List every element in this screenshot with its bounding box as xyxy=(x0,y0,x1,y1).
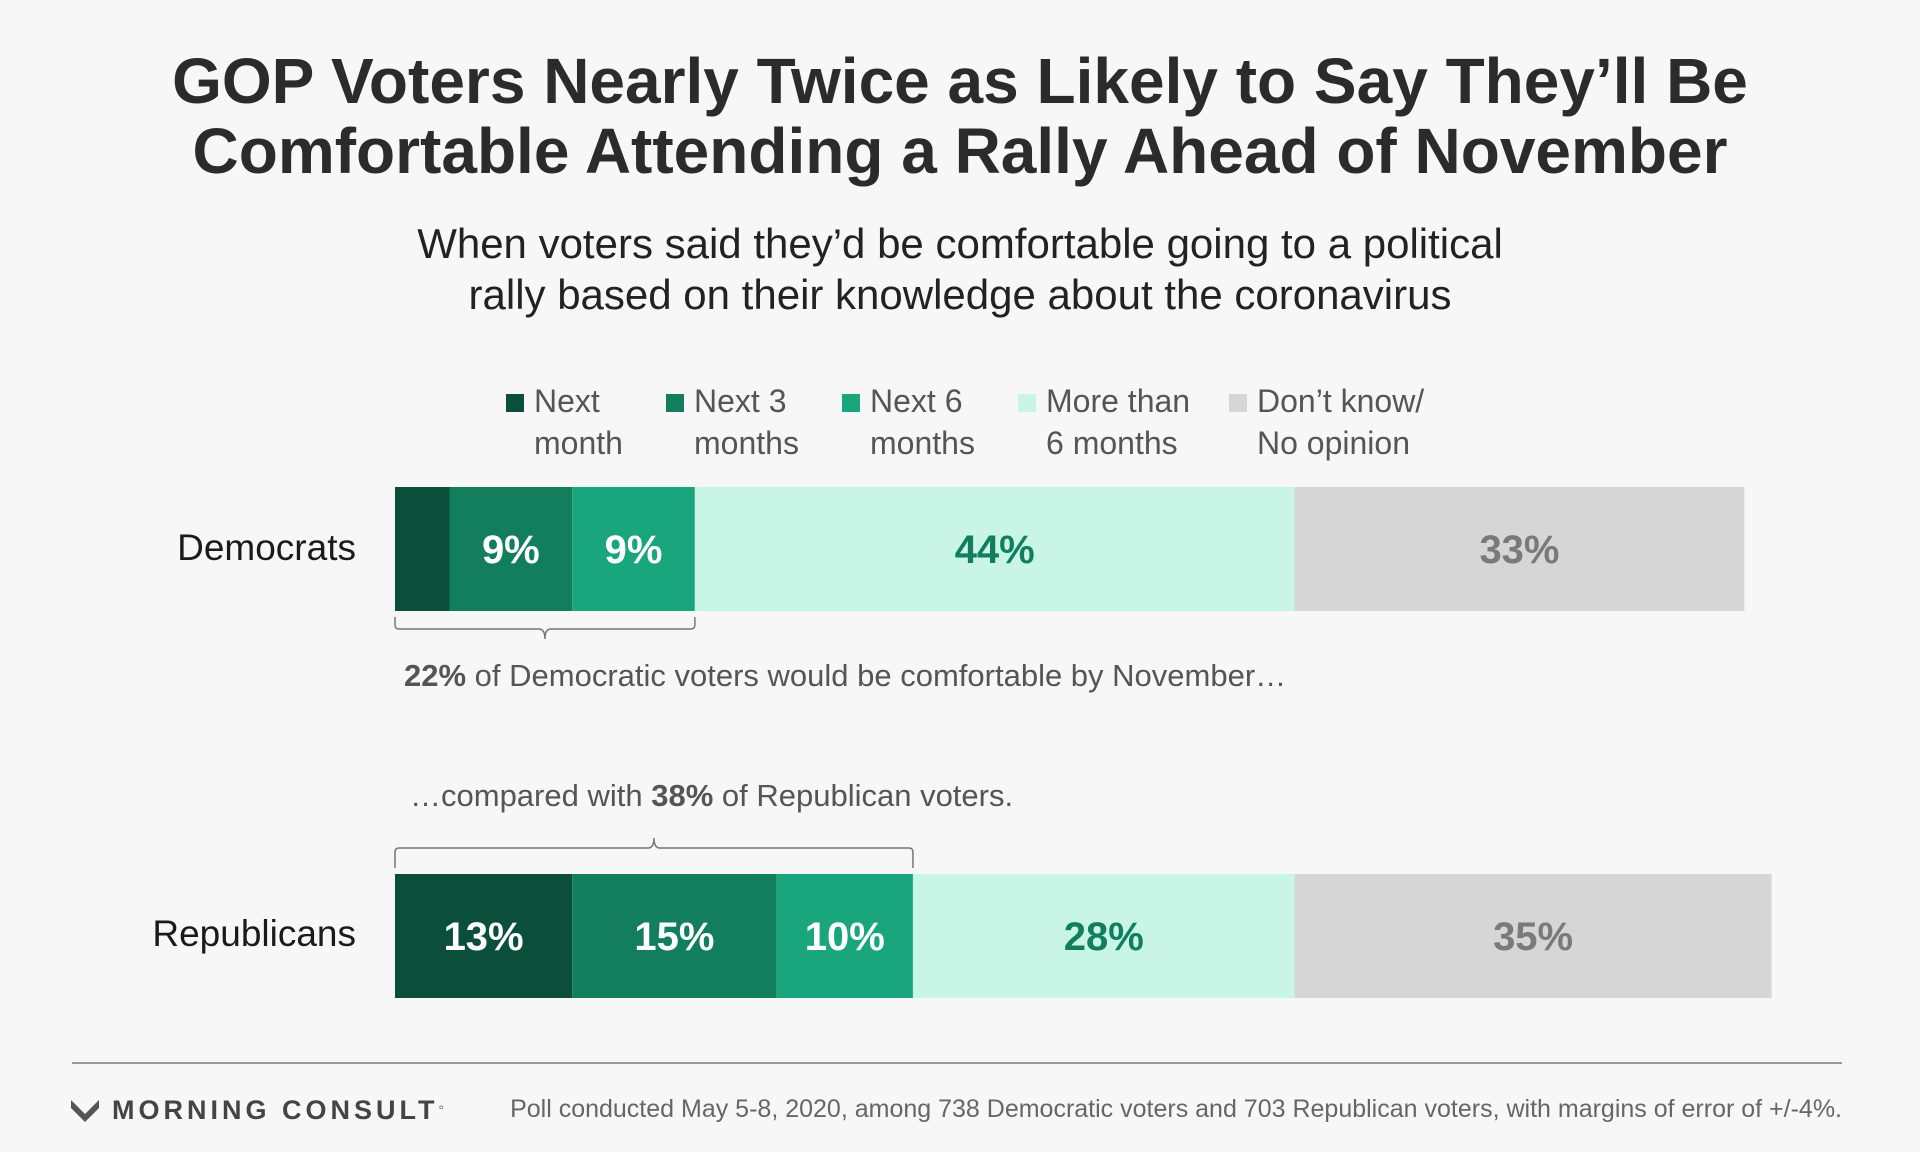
bar-data-label: 10% xyxy=(805,915,885,959)
legend-swatch xyxy=(1229,394,1247,412)
bar-segment xyxy=(1294,874,1772,998)
bar-data-label: 13% xyxy=(444,915,524,959)
republicans-annotation-value: 38% xyxy=(651,778,714,813)
bar-data-label: 9% xyxy=(482,528,540,572)
democrats-bracket xyxy=(394,617,696,640)
bar-row: 9% 9% 44% 33% xyxy=(395,487,1745,611)
republicans-annotation: …compared with 38% of Republican voters. xyxy=(410,776,1013,816)
title-line-1: GOP Voters Nearly Twice as Likely to Say… xyxy=(172,45,1748,117)
legend-label: More than 6 months xyxy=(1046,383,1191,461)
republicans-annotation-suffix: of Republican voters. xyxy=(713,778,1014,813)
republicans-annotation-prefix: …compared with xyxy=(410,778,652,813)
democrats-annotation-value: 22% xyxy=(404,658,467,693)
footer-divider xyxy=(72,1062,1842,1064)
legend-swatch xyxy=(506,394,524,412)
bar-segment xyxy=(395,874,573,998)
bar-segment xyxy=(1294,487,1745,611)
legend-swatch xyxy=(666,394,684,412)
row-label-republicans: Republicans xyxy=(152,913,356,954)
bar-segment xyxy=(449,487,573,611)
legend-label: Next 6 months xyxy=(870,383,975,461)
brand-text: MORNING CONSULT xyxy=(112,1094,439,1125)
bar-data-label: 28% xyxy=(1064,915,1144,959)
democrats-annotation: 22% of Democratic voters would be comfor… xyxy=(404,656,1286,696)
bar-data-label: 9% xyxy=(605,528,663,572)
row-label-democrats: Democrats xyxy=(177,527,356,568)
brand-logo: MORNING CONSULT ° xyxy=(70,1090,444,1130)
bar-data-label: 35% xyxy=(1493,915,1573,959)
bar-segment xyxy=(694,487,1295,611)
legend-swatch xyxy=(1018,394,1036,412)
chart-subtitle: When voters said they’d be comfortable g… xyxy=(0,218,1920,320)
bar-segment xyxy=(572,874,777,998)
bar-segment xyxy=(395,487,450,611)
bar-row: 13% 15% 10% 28% 35% xyxy=(395,874,1772,998)
legend-label: Next month xyxy=(534,383,623,461)
bar-segment xyxy=(572,487,695,611)
morning-consult-logo-icon xyxy=(71,1100,99,1122)
legend-label: Don’t know/ No opinion xyxy=(1257,383,1425,461)
title-line-2: Comfortable Attending a Rally Ahead of N… xyxy=(192,115,1728,187)
brand-registered-mark: ° xyxy=(438,1102,445,1118)
bar-data-label: 33% xyxy=(1479,528,1559,572)
legend-swatch xyxy=(842,394,860,412)
bar-segment xyxy=(776,874,913,998)
democrats-annotation-text: of Democratic voters would be comfortabl… xyxy=(466,658,1287,693)
footnote: Poll conducted May 5-8, 2020, among 738 … xyxy=(510,1095,1842,1123)
bar-segment xyxy=(912,874,1295,998)
subtitle-line-1: When voters said they’d be comfortable g… xyxy=(417,220,1503,267)
legend-label: Next 3 months xyxy=(694,383,799,461)
bar-data-label: 44% xyxy=(955,528,1035,572)
republicans-bracket xyxy=(394,837,914,868)
chart-title: GOP Voters Nearly Twice as Likely to Say… xyxy=(0,46,1920,186)
bar-data-label: 15% xyxy=(634,915,714,959)
subtitle-line-2: rally based on their knowledge about the… xyxy=(468,271,1452,318)
